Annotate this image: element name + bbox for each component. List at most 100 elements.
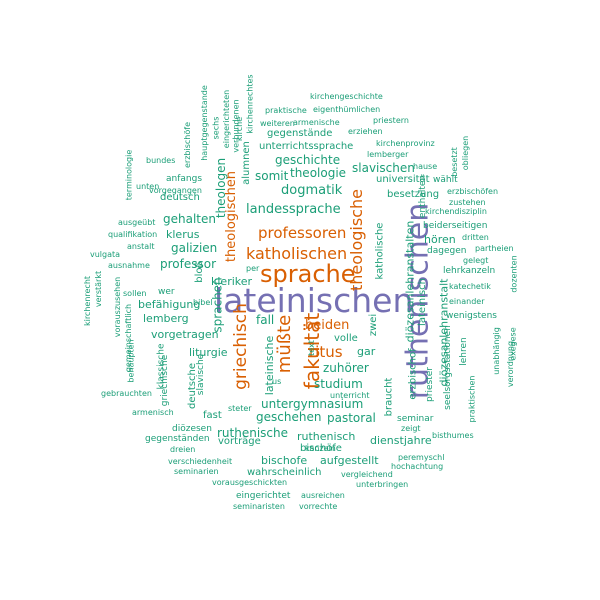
word-partheien: partheien bbox=[475, 244, 514, 253]
word-griechische: griechische bbox=[160, 354, 171, 407]
word-braucht: braucht bbox=[383, 377, 395, 417]
word-unterbringen: unterbringen bbox=[356, 480, 409, 489]
word-ruthenisch: ruthenisch bbox=[297, 430, 356, 443]
word-praktischen: praktischen bbox=[467, 375, 477, 423]
word-seminarien: seminarien bbox=[174, 467, 219, 476]
word-dritten: dritten bbox=[462, 233, 489, 242]
word-gemeinschaftlich: gemeinschaftlich bbox=[124, 303, 134, 373]
word-vorrechte: vorrechte bbox=[299, 502, 338, 511]
word-vergleichend: vergleichend bbox=[341, 470, 393, 479]
word-gehalten: gehalten bbox=[163, 212, 216, 226]
word-universitaet: universität bbox=[376, 174, 430, 185]
word-kirchenrecht: kirchenrecht bbox=[83, 275, 93, 327]
word-einander: einander bbox=[449, 297, 485, 306]
word-dienstjahre: dienstjahre bbox=[370, 434, 432, 447]
word-lemberger: lemberger bbox=[367, 150, 409, 159]
word-dioezesanlehranstalten: diözesanlehranstalten bbox=[403, 220, 417, 343]
word-eingerichtet: eingerichtet bbox=[236, 491, 291, 501]
word-enthalten: enthalten bbox=[418, 174, 429, 219]
word-theologische: theologische bbox=[347, 189, 366, 291]
word-untergymnasium: untergymnasium bbox=[261, 397, 364, 411]
word-theologie: theologie bbox=[290, 166, 347, 180]
word-gelegt: gelegt bbox=[463, 256, 489, 265]
word-weiteren: weiteren bbox=[260, 119, 295, 128]
word-erzbischoefen: erzbischöfen bbox=[447, 187, 499, 196]
word-anstalt: anstalt bbox=[127, 242, 155, 251]
word-vorausgeschickten: vorausgeschickten bbox=[212, 478, 288, 487]
word-besetzt: besetzt bbox=[449, 147, 459, 177]
word-seminar: seminar bbox=[397, 414, 434, 424]
word-studium: studium bbox=[314, 377, 363, 391]
word-theologen: theologen bbox=[214, 157, 229, 219]
word-verstaerkt: verstärkt bbox=[94, 270, 104, 308]
word-text: text bbox=[306, 340, 316, 356]
word-exegese: exegese bbox=[508, 327, 518, 361]
word-zuhoerer: zuhörer bbox=[323, 361, 369, 375]
word-gebrauchten: gebrauchten bbox=[101, 389, 152, 398]
word-vorgetragen: vorgetragen bbox=[151, 328, 219, 341]
word-dioezesen: diözesen bbox=[172, 424, 212, 434]
word-katholischen: katholischen bbox=[246, 244, 348, 263]
word-lehren: lehren bbox=[458, 337, 469, 366]
word-kirche: kirche bbox=[235, 116, 245, 142]
word-ausgeuebt: ausgeübt bbox=[118, 218, 156, 227]
word-dreien: dreien bbox=[170, 445, 196, 454]
word-priestern: priestern bbox=[373, 116, 409, 125]
word-ritus: ritus bbox=[309, 343, 343, 361]
word-sprache: sprache bbox=[260, 260, 356, 288]
word-wer: wer bbox=[158, 287, 175, 297]
word-bischofe: bischofe bbox=[261, 454, 308, 467]
word-dagegen: dagegen bbox=[427, 246, 467, 256]
word-dogmatik: dogmatik bbox=[281, 183, 343, 198]
word-steter: steter bbox=[228, 404, 252, 413]
word-vulgata: vulgata bbox=[90, 250, 121, 259]
word-zeigt: zeigt bbox=[401, 424, 421, 433]
word-eingerichteten: eingerichteten bbox=[222, 89, 232, 149]
word-muesste: müßte bbox=[274, 314, 296, 374]
word-pastoral: pastoral bbox=[327, 411, 376, 425]
word-wahrscheinlich: wahrscheinlich bbox=[247, 467, 322, 478]
word-erziehen: erziehen bbox=[348, 127, 383, 136]
word-griechisch: griechisch bbox=[230, 303, 251, 390]
word-erzbischoefe: erzbischöfe bbox=[182, 122, 192, 168]
word-unterricht: unterricht bbox=[330, 391, 370, 400]
word-seminaristen: seminaristen bbox=[233, 502, 285, 511]
word-sollen: sollen bbox=[123, 289, 147, 298]
word-fast: fast bbox=[203, 410, 222, 421]
word-wenigstens: wenigstens bbox=[446, 311, 497, 321]
word-lateinischen: lateinischen bbox=[214, 281, 414, 320]
word-somit: somit bbox=[255, 169, 289, 183]
word-dioezesanlehranstalt: diözesanlehranstalt bbox=[437, 278, 451, 387]
word-zwei: zwei bbox=[368, 313, 380, 337]
word-armenische: armenische bbox=[293, 118, 340, 127]
word-dozenten: dozenten bbox=[509, 255, 519, 293]
word-slavische: slavische bbox=[196, 353, 207, 396]
word-bloss: bloß bbox=[193, 261, 205, 283]
word-besetzung: besetzung bbox=[387, 189, 440, 200]
word-gegenstaenden: gegenständen bbox=[145, 434, 210, 444]
word-unabhaengig: unabhängig bbox=[491, 327, 501, 375]
word-professor: professor bbox=[160, 257, 217, 271]
word-galizien: galizien bbox=[171, 241, 218, 255]
word-unterrichtssprache: unterrichtssprache bbox=[259, 141, 354, 152]
word-hause: hause bbox=[413, 162, 438, 171]
word-hoeren: hören bbox=[424, 233, 456, 246]
word-kleriker: kleriker bbox=[211, 275, 253, 288]
word-zustehen: zustehen bbox=[449, 198, 486, 207]
word-fall: fall bbox=[256, 313, 275, 327]
word-unten: unten bbox=[136, 182, 160, 191]
word-us: us bbox=[272, 377, 282, 386]
word-vortraege: vorträge bbox=[218, 436, 261, 447]
word-aufgestellt: aufgestellt bbox=[320, 454, 379, 467]
word-verschiedenheit: verschiedenheit bbox=[168, 457, 233, 466]
word-alumnen: alumnen bbox=[240, 141, 252, 185]
word-bundes: bundes bbox=[146, 156, 176, 165]
word-kirchengeschichte: kirchengeschichte bbox=[310, 92, 383, 101]
word-ruthenische: ruthenische bbox=[217, 426, 289, 440]
word-bibel: bibel bbox=[193, 298, 213, 307]
word-bischoefe: bischöfe bbox=[300, 443, 342, 454]
word-slavischen: slavischen bbox=[352, 161, 415, 175]
word-peremyschl: peremyschl bbox=[398, 453, 445, 462]
word-qualifikation: qualifikation bbox=[108, 230, 158, 239]
